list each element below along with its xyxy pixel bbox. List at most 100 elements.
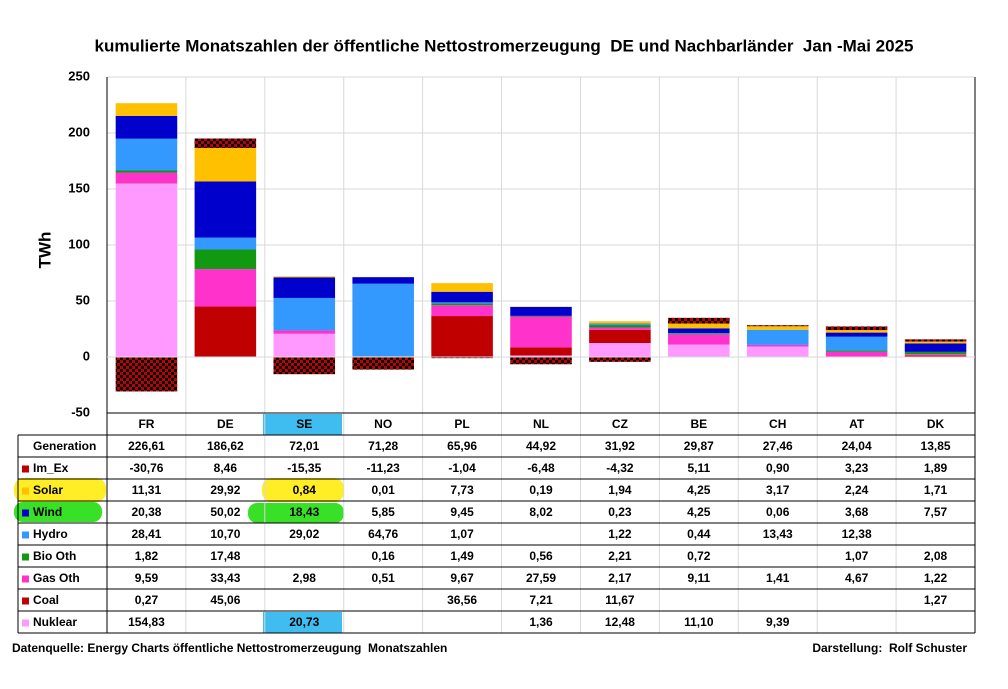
legend-marker: [22, 553, 29, 561]
table-cell: 2,08: [924, 549, 948, 563]
legend-label: Gas Oth: [33, 571, 80, 585]
bar-segment: [431, 316, 493, 357]
table-cell: 45,06: [210, 593, 240, 607]
table-cell: 9,39: [766, 615, 790, 629]
bar-segment: [431, 291, 493, 303]
bar-segment: [115, 172, 178, 184]
bar-segment: [273, 277, 336, 298]
table-cell: 13,43: [763, 527, 793, 541]
table-cell: 0,90: [766, 461, 790, 475]
bar-segment: [352, 357, 414, 370]
legend-marker: [22, 531, 29, 539]
bar-segment: [115, 115, 178, 139]
bar-segment: [589, 325, 651, 328]
bar-segment: [668, 323, 730, 329]
y-axis-label: TWh: [35, 232, 54, 269]
bar-segment: [273, 357, 336, 375]
x-tick-label: AT: [849, 417, 865, 431]
table-cell: 71,28: [368, 439, 398, 453]
row-label: Generation: [33, 439, 96, 453]
table-cell: 11,31: [132, 483, 162, 497]
chart-title: kumulierte Monatszahlen der öffentliche …: [95, 36, 914, 55]
table-cell: 7,73: [450, 483, 474, 497]
table-cell: 1,49: [450, 549, 474, 563]
bar-segment: [194, 138, 257, 148]
table-cell: 1,07: [845, 549, 869, 563]
table-cell: -1,04: [448, 461, 476, 475]
bar-segment: [904, 341, 967, 344]
table-cell: 0,27: [135, 593, 159, 607]
x-tick-label: CH: [769, 417, 786, 431]
table-cell: 0,84: [293, 483, 317, 497]
table-cell: 11,67: [605, 593, 635, 607]
x-tick-label: DE: [217, 417, 234, 431]
bar-segment: [510, 357, 572, 365]
bar-segment: [904, 343, 967, 352]
table-cell: 13,85: [921, 439, 951, 453]
table-cell: 1,27: [924, 593, 948, 607]
table-cell: 17,48: [210, 549, 240, 563]
table-cell: 44,92: [526, 439, 556, 453]
table-cell: 1,36: [529, 615, 553, 629]
y-tick-label: 200: [68, 124, 90, 139]
table-cell: -4,32: [606, 461, 634, 475]
bar-segment: [825, 351, 888, 357]
table-cell: 10,70: [210, 527, 240, 541]
table-cell: 18,43: [289, 505, 319, 519]
x-tick-label: DK: [927, 417, 945, 431]
source: Datenquelle: Energy Charts öffentliche N…: [12, 641, 447, 655]
table-cell: 226,61: [128, 439, 165, 453]
bar-segment: [510, 316, 572, 348]
bar-segment: [115, 103, 178, 116]
bar-segment: [589, 357, 651, 362]
bar-segment: [273, 333, 336, 357]
legend-marker: [22, 465, 29, 473]
table-cell: 29,02: [289, 527, 319, 541]
bar-segment: [115, 138, 178, 171]
bar-segment: [904, 339, 967, 342]
bar-segment: [273, 276, 336, 278]
legend-label: Hydro: [33, 527, 68, 541]
table-cell: 4,25: [687, 483, 711, 497]
legend-marker: [22, 487, 29, 495]
table-cell: 7,57: [924, 505, 948, 519]
bar-segment: [589, 343, 651, 357]
table-cell: 1,22: [924, 571, 948, 585]
bar-segment: [115, 170, 178, 173]
table-cell: 0,06: [766, 505, 790, 519]
bar-segment: [194, 306, 257, 357]
table-cell: 0,01: [372, 483, 396, 497]
table-cell: 0,23: [608, 505, 632, 519]
bar-segment: [431, 302, 493, 304]
bar-segment: [352, 277, 414, 284]
bar-segment: [431, 357, 493, 359]
table-cell: 64,76: [368, 527, 398, 541]
table-cell: 12,38: [842, 527, 872, 541]
bar-segment: [115, 357, 178, 392]
highlight: [248, 503, 344, 523]
bar-segment: [431, 303, 493, 306]
x-tick-label: FR: [138, 417, 154, 431]
table-cell: 0,44: [687, 527, 711, 541]
table-cell: 1,07: [450, 527, 474, 541]
bar-segment: [194, 181, 257, 238]
table-cell: 0,51: [372, 571, 396, 585]
y-tick-label: 250: [68, 68, 90, 83]
table-cell: 2,17: [608, 571, 632, 585]
bar-segment: [194, 147, 257, 182]
legend-marker: [22, 597, 29, 605]
table-cell: 2,21: [608, 549, 632, 563]
table-cell: 5,11: [687, 461, 710, 475]
table-cell: 5,85: [372, 505, 396, 519]
table-cell: 0,56: [529, 549, 553, 563]
bar-segment: [668, 333, 730, 335]
table-cell: 9,45: [450, 505, 474, 519]
table-cell: 1,41: [766, 571, 790, 585]
table-cell: 36,56: [447, 593, 477, 607]
bar-segment: [904, 355, 967, 357]
table-cell: 4,67: [845, 571, 869, 585]
y-tick-label: 100: [68, 236, 90, 251]
table-cell: 50,02: [210, 505, 240, 519]
legend-marker: [22, 509, 29, 517]
bar-segment: [746, 329, 809, 345]
